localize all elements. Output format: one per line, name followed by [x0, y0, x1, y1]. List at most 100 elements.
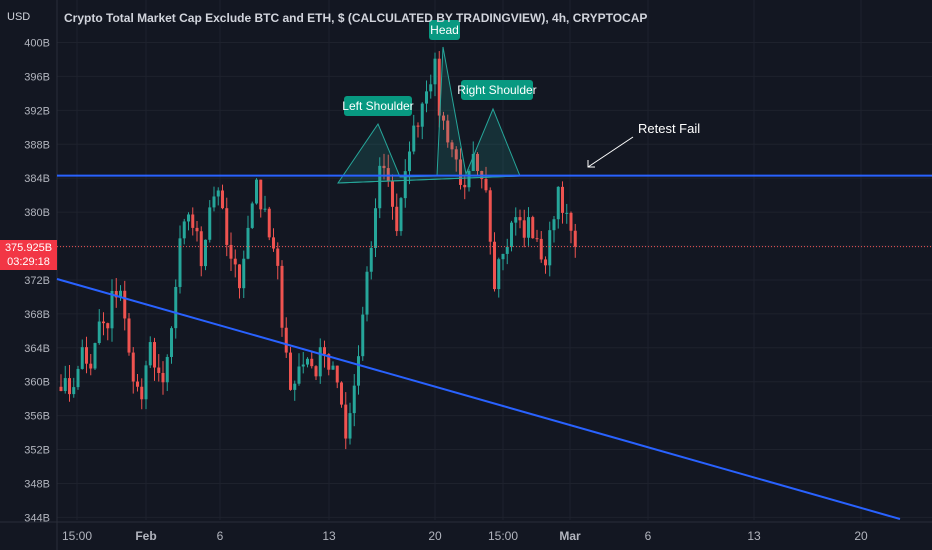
candle-body [293, 383, 297, 390]
candle-body [391, 180, 394, 207]
candle-body [123, 290, 127, 319]
annotations-layer: Left Shoulder Head Right Shoulder Retest Fa… [342, 20, 700, 168]
y-tick-label: 344B [24, 512, 50, 524]
trendlines-layer [56, 174, 932, 520]
candle-body [433, 58, 437, 85]
candle-body [263, 208, 267, 210]
candle-body [89, 363, 93, 369]
candle-body [569, 212, 573, 231]
candle-body [378, 165, 382, 209]
y-tick-label: 384B [24, 173, 50, 185]
current-price: 375.925B [4, 241, 53, 254]
candle-body [80, 347, 84, 369]
candle-body [221, 190, 224, 209]
candle-body [131, 352, 135, 382]
y-tick-label: 392B [24, 105, 50, 117]
y-tick-label: 372B [24, 275, 50, 287]
candle-body [374, 208, 377, 248]
candle-body [352, 385, 356, 414]
y-tick-label: 400B [24, 38, 50, 50]
candle-body [157, 367, 161, 373]
candle-body [195, 227, 199, 232]
candle-body [310, 358, 314, 367]
x-tick-label: 13 [322, 529, 336, 543]
head-label: Head [429, 20, 460, 40]
candle-body [484, 179, 488, 191]
candle-body [399, 198, 403, 232]
y-tick-label: 360B [24, 377, 50, 389]
y-tick-label: 356B [24, 411, 50, 423]
x-axis: 15:00 Feb 6 13 20 15:00 Mar 6 13 20 [62, 529, 868, 543]
candle-body [565, 212, 569, 214]
x-tick-label: 15:00 [488, 529, 518, 543]
candle-body [561, 186, 564, 213]
candle-body [225, 208, 229, 245]
left-shoulder-label-text: Left Shoulder [342, 99, 413, 113]
candle-body [110, 290, 114, 329]
pattern-outline [337, 46, 521, 184]
candle-body [357, 356, 360, 386]
candle-body [238, 264, 241, 289]
candle-body [93, 343, 97, 369]
candle-body [204, 239, 207, 267]
currency-label: USD [7, 11, 31, 23]
right-shoulder-label-bg [461, 80, 533, 100]
candle-body [148, 342, 152, 366]
retest-arrow-head [587, 160, 595, 168]
candle-body [514, 217, 518, 223]
y-axis: 400B396B392B388B384B380B376B372B368B364B… [24, 38, 50, 525]
candles-layer [59, 51, 577, 450]
candle-body [420, 103, 424, 127]
candle-body [348, 413, 352, 439]
candle-body [531, 217, 535, 239]
candle-body [68, 378, 71, 395]
candle-body [471, 153, 475, 172]
candle-body [106, 323, 110, 329]
candle-body [178, 238, 182, 287]
left-shoulder-label-bg [344, 96, 412, 116]
x-tick-label: 13 [747, 529, 761, 543]
candle-body [161, 372, 165, 383]
head-label-text: Head [430, 23, 459, 37]
candle-body [501, 253, 505, 260]
candle-body [476, 153, 479, 171]
candle-body [556, 186, 560, 220]
neckline [337, 175, 521, 184]
candle-body [250, 203, 254, 228]
candle-body [382, 165, 386, 169]
y-tick-label: 364B [24, 343, 50, 355]
candle-body [544, 259, 547, 266]
candle-body [63, 378, 67, 392]
candle-body [412, 125, 416, 152]
candle-body [72, 387, 76, 395]
candle-body [212, 196, 216, 208]
candle-body [446, 120, 450, 143]
y-tick-label: 396B [24, 71, 50, 83]
right-shoulder-label: Right Shoulder [457, 80, 537, 100]
candle-body [76, 368, 80, 388]
left-shoulder-label: Left Shoulder [342, 96, 414, 116]
candle-body [170, 328, 173, 357]
candle-countdown: 03:29:18 [7, 255, 50, 268]
candle-body [416, 125, 420, 127]
candle-body [408, 151, 411, 172]
y-tick-label: 380B [24, 207, 50, 219]
candle-body [327, 354, 331, 370]
candle-body [361, 314, 365, 357]
candle-body [276, 248, 280, 266]
candle-body [272, 237, 275, 249]
candle-body [153, 342, 156, 368]
candle-body [552, 219, 556, 231]
candle-body [284, 327, 288, 353]
candle-body [331, 365, 335, 370]
y-tick-label: 388B [24, 139, 50, 151]
candle-body [518, 217, 522, 221]
candle-body [229, 244, 233, 259]
candle-body [119, 290, 122, 298]
candle-body [102, 321, 105, 324]
right-shoulder-label-text: Right Shoulder [457, 83, 536, 97]
candle-body [505, 246, 509, 254]
candle-body [144, 365, 148, 400]
